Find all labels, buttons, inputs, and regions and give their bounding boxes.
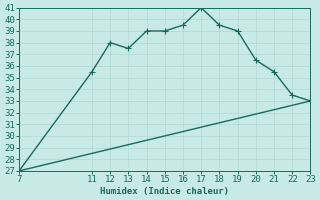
X-axis label: Humidex (Indice chaleur): Humidex (Indice chaleur) [100, 187, 229, 196]
